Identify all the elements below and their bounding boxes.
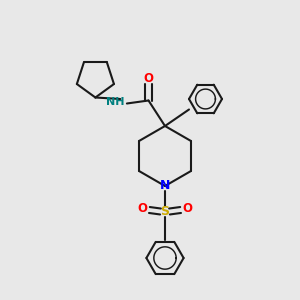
Text: NH: NH: [106, 97, 125, 107]
Text: O: O: [138, 202, 148, 215]
Text: O: O: [143, 72, 154, 85]
Text: S: S: [160, 205, 169, 218]
Text: O: O: [182, 202, 192, 215]
Text: N: N: [160, 179, 170, 192]
